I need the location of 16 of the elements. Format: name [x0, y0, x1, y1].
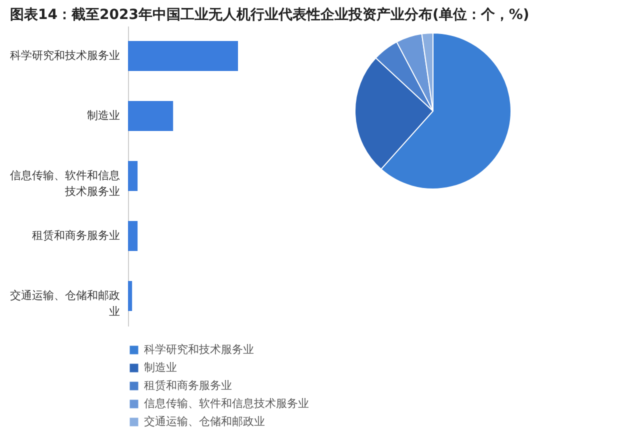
- bar: [128, 41, 238, 71]
- bar: [128, 161, 138, 191]
- text: 图表14：截至2023年中国工业无人机行业代表性企业投资产业分布(单位：个，%): [10, 6, 530, 23]
- legend-label: 制造业: [144, 361, 177, 374]
- legend-label: 租赁和商务服务业: [144, 379, 232, 392]
- y-tick-label: 信息传输、软件和信息技术服务业: [10, 169, 120, 198]
- bar: [128, 101, 174, 131]
- legend-label: 交通运输、仓储和邮政业: [144, 415, 265, 428]
- y-tick-label: 科学研究和技术服务业: [10, 49, 120, 62]
- y-tick-label: 制造业: [87, 109, 120, 122]
- legend-label: 信息传输、软件和信息技术服务业: [144, 397, 309, 410]
- legend-label: 科学研究和技术服务业: [144, 343, 254, 356]
- bar: [128, 221, 138, 251]
- bar: [128, 281, 132, 311]
- y-tick-label: 交通运输、仓储和邮政业: [10, 289, 120, 318]
- y-tick-label: 租赁和商务服务业: [32, 229, 120, 242]
